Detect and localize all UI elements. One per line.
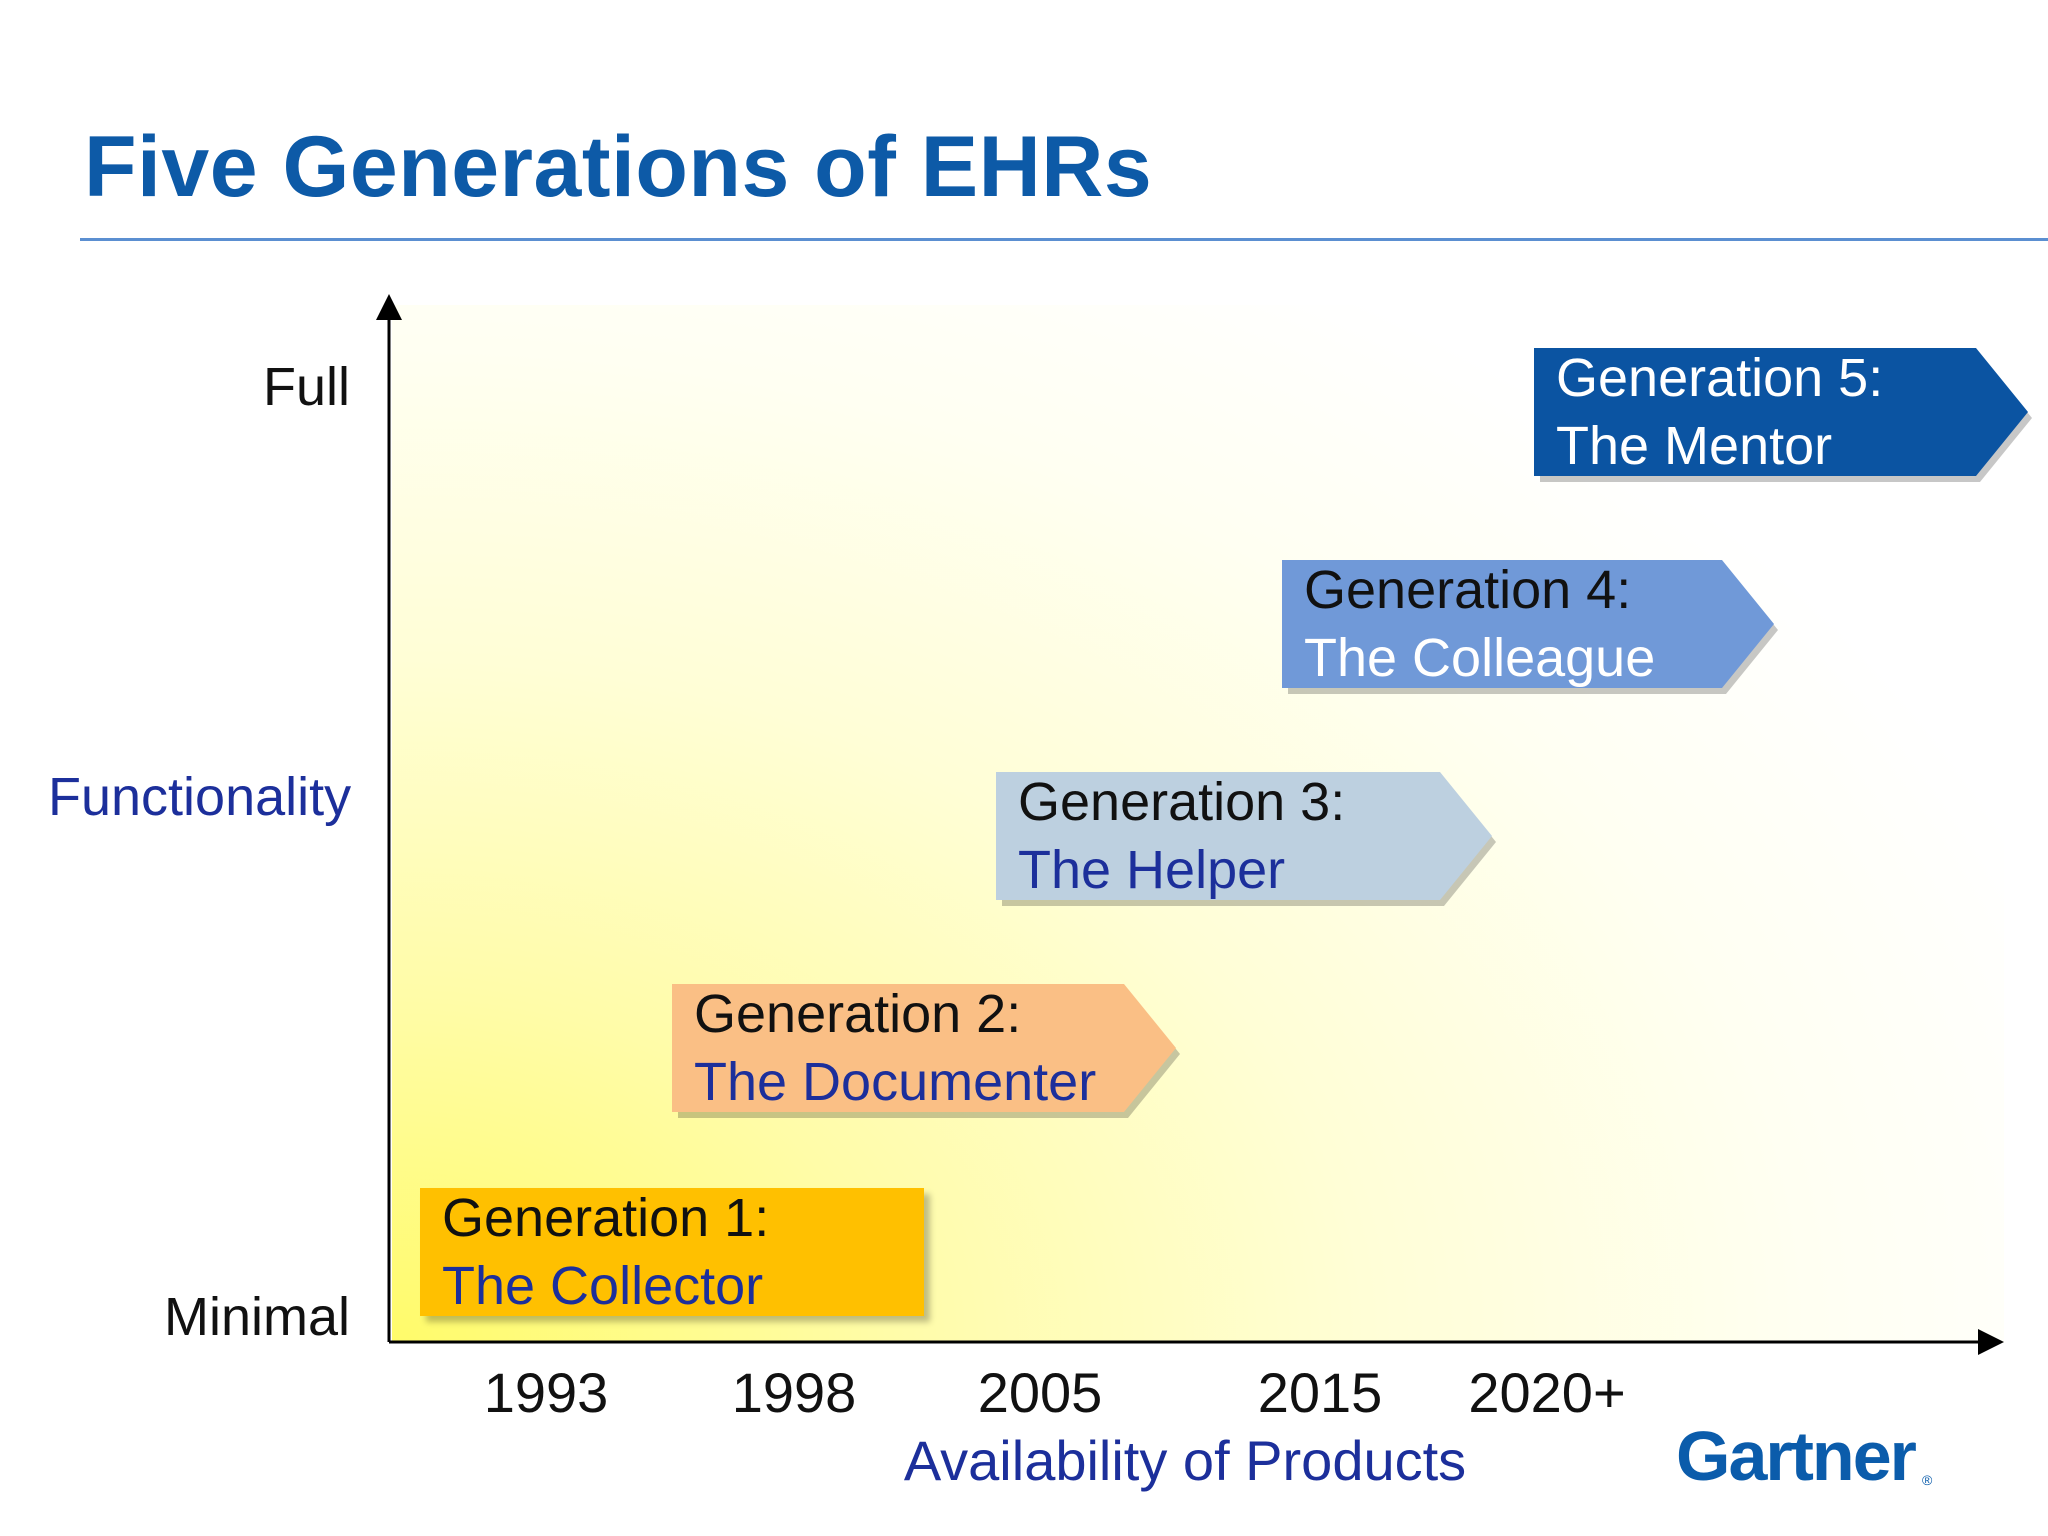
generation-4-arrow: Generation 4: The Colleague	[1282, 560, 1782, 694]
generation-5-heading: Generation 5:	[1556, 348, 1884, 408]
title-divider	[80, 238, 2048, 241]
x-axis-arrowhead	[1978, 1329, 2004, 1355]
generation-4-shape	[1282, 560, 1778, 694]
generation-2-arrow: Generation 2: The Documenter	[672, 984, 1182, 1118]
x-axis-label: Availability of Products	[903, 1429, 1467, 1492]
generation-5-shape	[1534, 348, 2032, 482]
generation-5-name: The Mentor	[1556, 416, 1833, 476]
x-tick-1998: 1998	[731, 1361, 857, 1424]
generation-3-shape	[996, 772, 1496, 906]
y-axis-arrowhead	[376, 294, 402, 320]
generation-2-heading: Generation 2:	[694, 984, 1022, 1044]
generation-1-name: The Collector	[442, 1256, 764, 1316]
generation-4-heading: Generation 4:	[1304, 560, 1632, 620]
y-tick-full: Full	[262, 357, 350, 417]
generation-5-arrow: Generation 5: The Mentor	[1534, 348, 2034, 482]
x-tick-2020-plus: 2020+	[1468, 1361, 1626, 1424]
x-tick-2015: 2015	[1257, 1361, 1383, 1424]
y-axis-label: Functionality	[48, 767, 352, 827]
generation-3-arrow: Generation 3: The Helper	[996, 772, 1496, 906]
x-tick-2005: 2005	[977, 1361, 1103, 1424]
generation-3-heading: Generation 3:	[1018, 772, 1346, 832]
generation-2-name: The Documenter	[694, 1052, 1097, 1112]
generation-2-shape	[672, 984, 1180, 1118]
registered-mark: ®	[1922, 1472, 1933, 1488]
generation-4-name: The Colleague	[1304, 628, 1656, 688]
generation-1-box: Generation 1: The Collector	[420, 1188, 924, 1316]
x-tick-1993: 1993	[483, 1361, 609, 1424]
generation-1-heading: Generation 1:	[442, 1188, 770, 1248]
slide-title: Five Generations of EHRs	[84, 119, 1153, 215]
gartner-logo: Gartner	[1676, 1417, 1917, 1495]
generation-3-name: The Helper	[1018, 840, 1286, 900]
y-tick-minimal: Minimal	[163, 1287, 350, 1347]
